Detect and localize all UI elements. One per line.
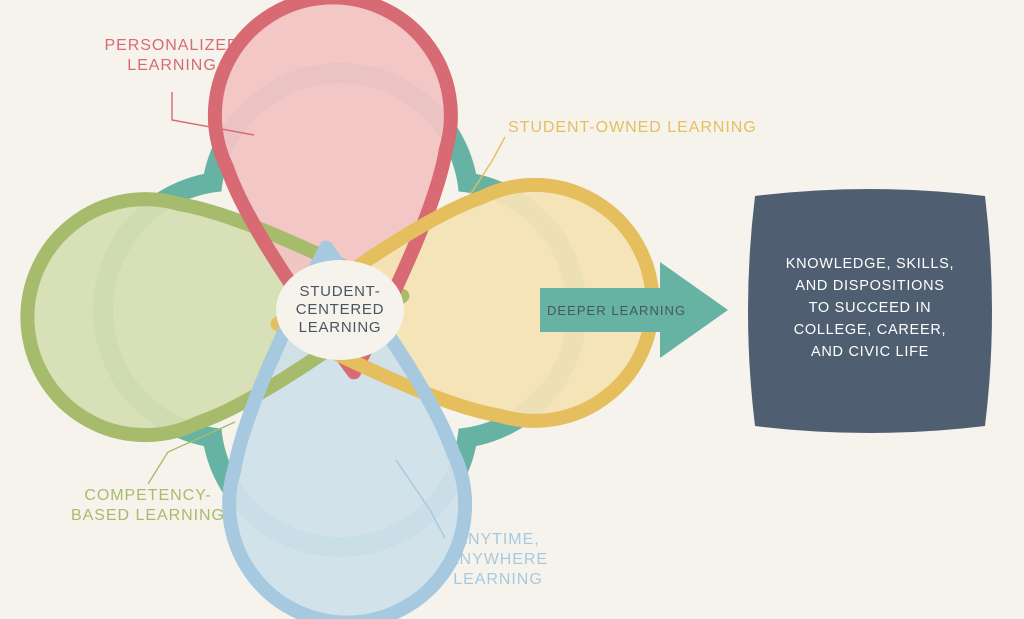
callout-anytime-line: LEARNING [453, 571, 542, 588]
outcome-text-line: TO SUCCEED IN [809, 300, 932, 316]
center-label-line: LEARNING [299, 319, 382, 336]
outcome-text-line: KNOWLEDGE, SKILLS, [786, 256, 955, 272]
diagram-canvas: DEEPER LEARNING KNOWLEDGE, SKILLS, AND DIS… [0, 0, 1024, 619]
center-label-line: CENTERED [296, 301, 385, 318]
outcome-text-line: AND DISPOSITIONS [795, 278, 944, 294]
callout-student_owned-line: STUDENT-OWNED LEARNING [508, 119, 757, 136]
center-label-line: STUDENT- [300, 283, 381, 300]
arrow-label: DEEPER LEARNING [547, 303, 686, 318]
callout-anytime-line: ANYWHERE [448, 551, 548, 568]
outcome-text-line: AND CIVIC LIFE [811, 344, 929, 360]
callout-personalized-line: LEARNING [127, 57, 216, 74]
callout-competency-line: BASED LEARNING [71, 507, 225, 524]
outcome-text-line: COLLEGE, CAREER, [794, 322, 947, 338]
callout-anytime-line: ANYTIME, [456, 531, 539, 548]
callout-competency-line: COMPETENCY- [84, 487, 211, 504]
callout-personalized-line: PERSONALIZED [104, 37, 239, 54]
